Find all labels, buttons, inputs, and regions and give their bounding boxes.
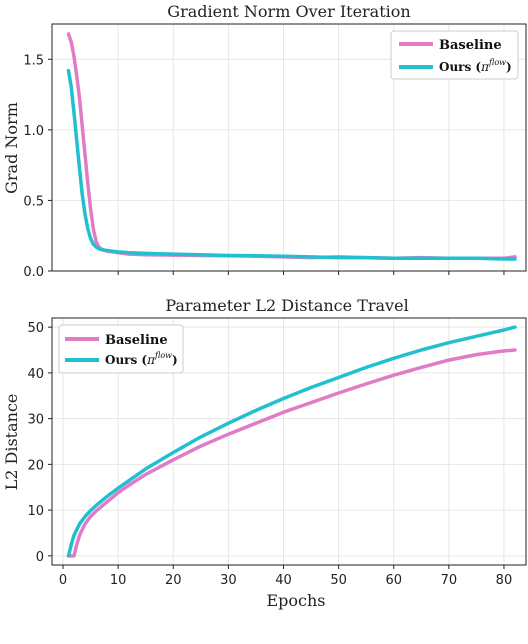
series-line-ours (66, 68, 517, 261)
grad-norm-panel: Gradient Norm Over Iteration 0.0 0.5 1.0 1.… (2, 2, 527, 280)
x-tick-label: 60 (385, 573, 402, 588)
y-tick-label: 10 (27, 504, 44, 519)
y-axis-label: Grad Norm (2, 102, 21, 194)
legend-label-baseline: Baseline (439, 38, 502, 53)
axis-ticks: 0.0 0.5 1.0 1.5 (23, 53, 505, 280)
x-tick-label: 0 (59, 573, 67, 588)
y-tick-label: 0.5 (23, 194, 44, 209)
series-group (66, 325, 517, 558)
y-tick-label: 1.5 (23, 53, 44, 68)
plot-frame (51, 23, 527, 272)
legend-label-baseline: Baseline (105, 333, 168, 348)
x-tick-label: 20 (165, 573, 182, 588)
series-line-baseline (66, 348, 517, 558)
y-tick-label: 1.0 (23, 124, 44, 139)
y-tick-label: 50 (27, 321, 44, 336)
y-tick-label: 0.0 (23, 265, 44, 280)
x-tick-label: 10 (110, 573, 127, 588)
legend: Baseline Ours (πflow) (390, 30, 519, 80)
x-tick-label: 70 (441, 573, 458, 588)
x-tick-label: 50 (330, 573, 347, 588)
y-tick-label: 30 (27, 413, 44, 428)
legend-label-ours: Ours (πflow) (439, 58, 512, 74)
series-group (66, 32, 517, 261)
y-tick-label: 0 (36, 550, 44, 565)
plot-frame (51, 317, 527, 566)
series-line-ours (66, 325, 517, 558)
y-tick-label: 40 (27, 367, 44, 382)
y-axis-label: L2 Distance (2, 394, 21, 491)
l2-distance-panel: Parameter L2 Distance Travel 0 10 20 30 40 50… (2, 296, 527, 610)
x-tick-label: 40 (275, 573, 292, 588)
x-tick-label: 30 (220, 573, 237, 588)
chart-title: Parameter L2 Distance Travel (165, 296, 408, 315)
legend: Baseline Ours (πflow) (58, 324, 184, 374)
grid (52, 318, 526, 565)
chart-title: Gradient Norm Over Iteration (167, 2, 410, 21)
y-tick-label: 20 (27, 458, 44, 473)
x-tick-label: 80 (496, 573, 513, 588)
legend-label-ours: Ours (πflow) (105, 351, 178, 367)
x-axis-label: Epochs (266, 591, 325, 610)
axis-ticks: 0 10 20 30 40 50 60 70 80 0 10 20 30 40 50 (27, 321, 512, 588)
